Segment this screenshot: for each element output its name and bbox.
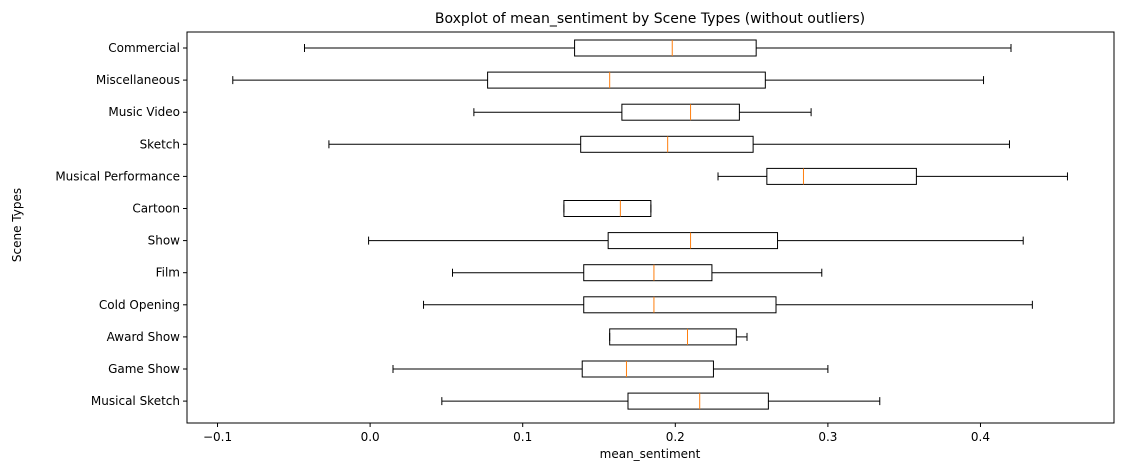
x-tick-label: 0.2 [666,430,685,444]
x-tick-label: 0.0 [361,430,380,444]
y-tick-label: Award Show [107,330,181,344]
y-tick-label: Cartoon [132,202,180,216]
iqr-box [581,360,714,378]
box-music-video [473,103,812,121]
box-musical-performance [717,167,1068,185]
y-tick-label: Miscellaneous [96,73,180,87]
box-award-show [609,328,748,346]
box-game-show [392,360,829,378]
boxes-layer [232,39,1068,410]
iqr-box [583,296,777,314]
y-tick-label: Musical Performance [55,169,180,183]
x-tick-label: 0.1 [513,430,532,444]
box-film [452,264,823,282]
x-tick-label: −0.1 [203,430,232,444]
iqr-box [580,135,754,153]
y-tick-label: Musical Sketch [91,394,180,408]
iqr-box [563,200,652,217]
plot-frame [186,31,1115,424]
box-cold-opening [423,296,1033,314]
box-commercial [303,39,1012,57]
iqr-box [583,264,713,282]
box-show [368,232,1024,250]
y-axis-label: Scene Types [10,188,24,262]
y-tick-label: Commercial [108,41,180,55]
iqr-box [766,167,917,185]
y-tick-label: Music Video [108,105,180,119]
iqr-box [621,103,740,121]
y-tick-label: Cold Opening [99,298,180,312]
y-tick-label: Film [156,266,180,280]
iqr-box [487,71,766,89]
x-tick-label: 0.3 [818,430,837,444]
y-ticks-layer: Commercial Miscellaneous Music Video Sketch… [55,41,187,408]
x-tick-label: 0.4 [971,430,990,444]
iqr-box [574,39,757,57]
x-ticks-layer: −0.1 0.0 0.1 0.2 0.3 0.4 [203,423,990,444]
iqr-box [607,232,779,250]
x-axis-label: mean_sentiment [600,447,701,461]
y-tick-label: Show [148,234,181,248]
iqr-box [627,392,769,410]
box-cartoon [563,200,652,217]
y-tick-label: Sketch [140,137,180,151]
box-musical-sketch [441,392,881,410]
box-miscellaneous [232,71,985,89]
iqr-box [609,328,737,346]
chart-title: Boxplot of mean_sentiment by Scene Types… [435,11,865,27]
box-sketch [328,135,1010,153]
y-tick-label: Game Show [108,362,180,376]
